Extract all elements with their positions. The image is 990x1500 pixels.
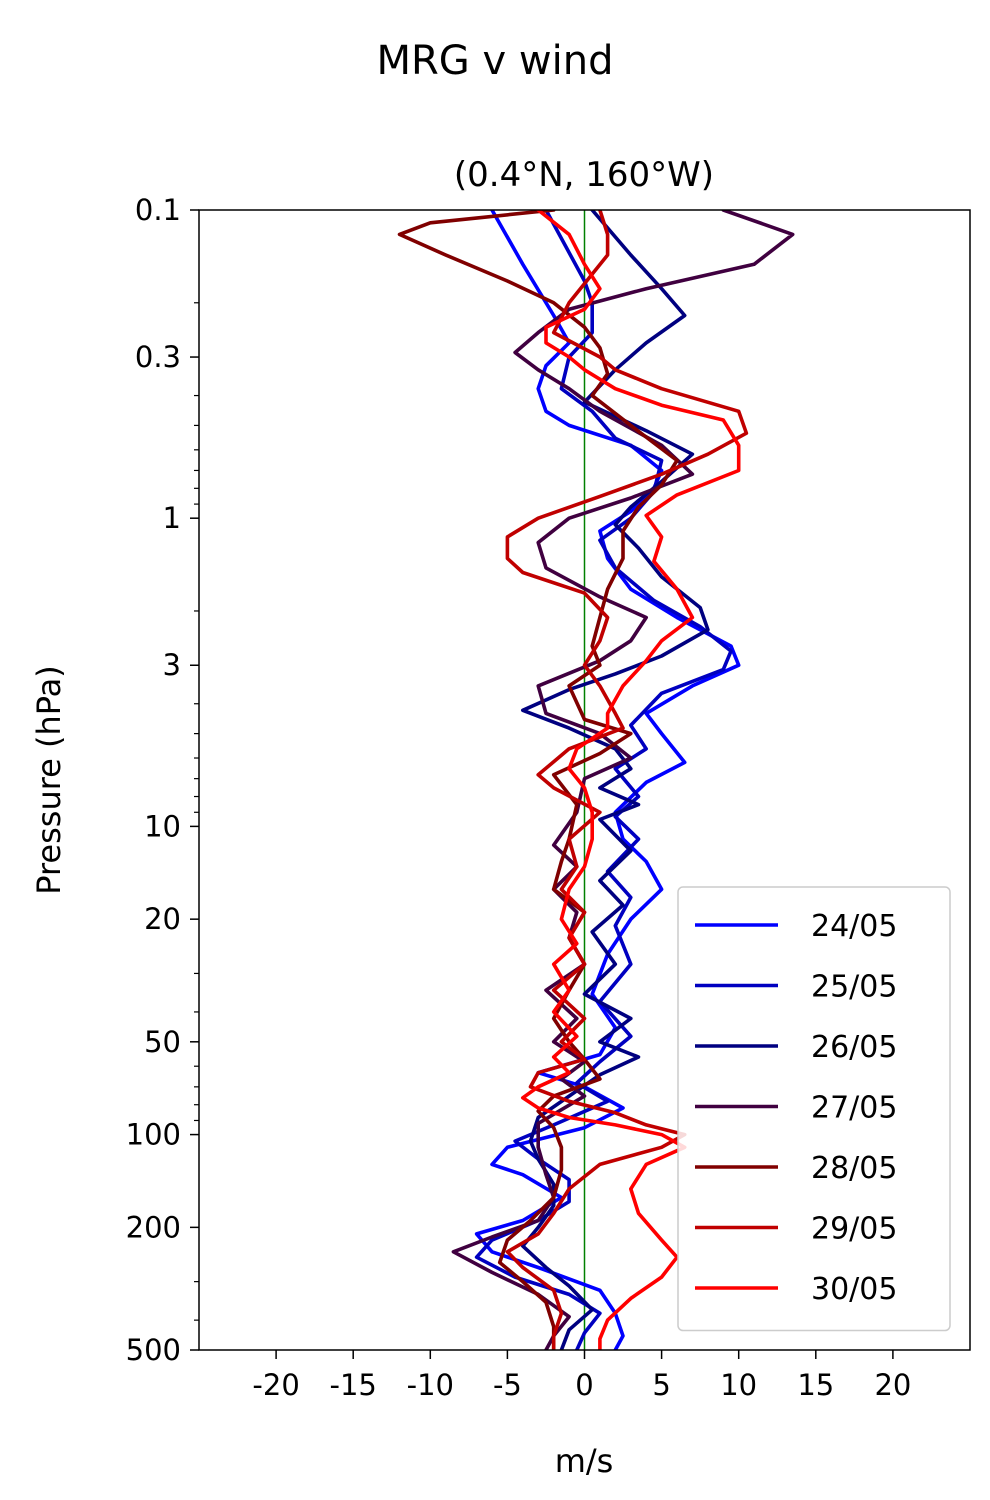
y-axis: 0.1 0.3 1 3 10 20 50 100 200 500: [126, 193, 199, 1367]
legend-label: 24/05: [811, 909, 897, 944]
y-tick-label: 1: [163, 501, 181, 535]
x-tick-label: 0: [575, 1368, 593, 1402]
y-tick-label: 20: [144, 902, 181, 936]
series-line-29-05: [505, 210, 749, 1350]
series-line-27-05: [451, 210, 795, 1350]
y-tick-label: 3: [163, 648, 181, 682]
x-axis: -20 -15 -10 -5 0 5 10 15 20: [252, 1350, 911, 1402]
x-tick-label: -10: [407, 1368, 454, 1402]
x-axis-label: m/s: [555, 1442, 614, 1480]
legend-label: 27/05: [811, 1091, 897, 1126]
chart-title: (0.4°N, 160°W): [454, 155, 714, 195]
x-tick-label: 20: [874, 1368, 911, 1402]
legend-box: [677, 886, 951, 1332]
x-tick-label: 5: [652, 1368, 670, 1402]
x-tick-label: -20: [252, 1368, 299, 1402]
series-layer: [397, 210, 795, 1350]
legend-label: 29/05: [811, 1212, 897, 1247]
y-tick-label: 10: [144, 809, 181, 843]
legend-label: 26/05: [811, 1030, 897, 1065]
y-tick-label: 0.1: [135, 193, 181, 227]
legend-label: 30/05: [811, 1272, 897, 1307]
legend-label: 25/05: [811, 970, 897, 1005]
y-tick-label: 200: [126, 1210, 181, 1244]
series-line-28-05: [397, 210, 679, 1350]
series-line-30-05: [521, 210, 741, 1350]
x-tick-label: 15: [797, 1368, 834, 1402]
x-tick-label: -5: [493, 1368, 522, 1402]
x-tick-label: 10: [720, 1368, 757, 1402]
y-tick-label: 100: [126, 1118, 181, 1152]
y-axis-label: Pressure (hPa): [30, 665, 68, 895]
legend-label: 28/05: [811, 1151, 897, 1186]
legend: 24/05 25/05 26/05 27/05 28/05 29/05 30/05: [677, 886, 951, 1332]
y-tick-label: 0.3: [135, 340, 181, 374]
figure-suptitle: MRG v wind: [377, 38, 614, 84]
y-tick-label: 50: [144, 1025, 181, 1059]
series-line-26-05: [521, 210, 710, 1350]
y-tick-label: 500: [126, 1333, 181, 1367]
x-tick-label: -15: [330, 1368, 377, 1402]
